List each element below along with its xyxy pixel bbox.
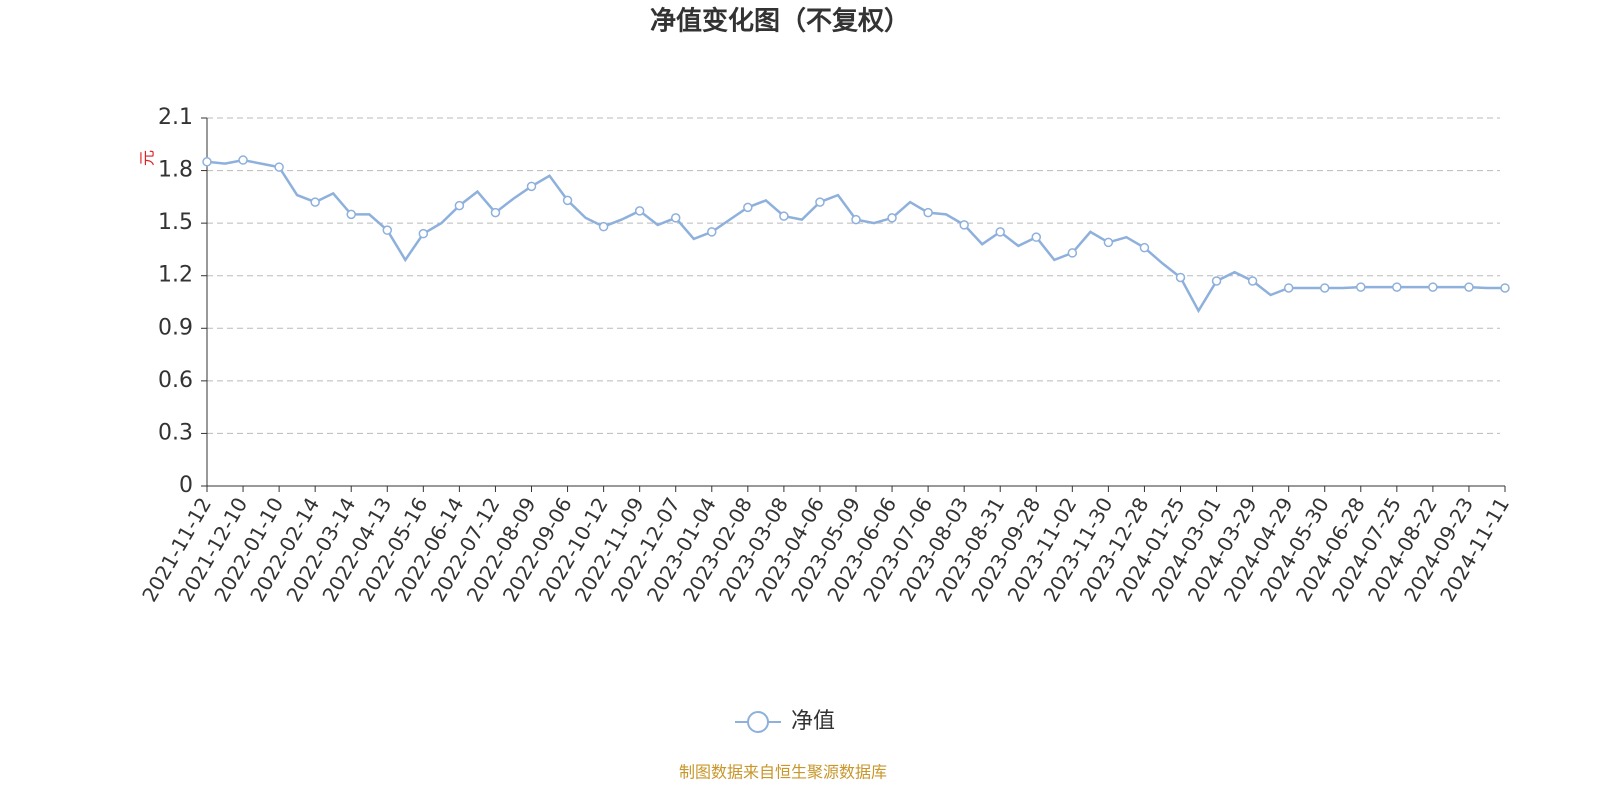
point bbox=[1283, 283, 1294, 293]
point bbox=[1175, 272, 1186, 283]
point bbox=[1319, 283, 1330, 293]
point bbox=[1247, 276, 1258, 286]
point bbox=[1103, 237, 1114, 248]
y-tick-label: 1.5 bbox=[158, 210, 193, 235]
point bbox=[887, 213, 897, 223]
point bbox=[310, 197, 320, 207]
point bbox=[526, 181, 537, 192]
point bbox=[995, 227, 1005, 237]
point bbox=[238, 155, 248, 165]
point bbox=[202, 157, 212, 167]
legend-marker bbox=[747, 711, 769, 733]
point bbox=[743, 202, 753, 213]
point bbox=[1464, 282, 1474, 292]
source-note: 制图数据来自恒生聚源数据库 bbox=[679, 763, 887, 782]
y-tick-label: 0.6 bbox=[158, 368, 193, 393]
point bbox=[1139, 242, 1150, 253]
point bbox=[1031, 232, 1042, 242]
point bbox=[382, 225, 393, 235]
y-tick-label: 2.1 bbox=[158, 105, 193, 130]
point bbox=[670, 213, 681, 223]
point bbox=[707, 227, 717, 237]
y-tick-label: 0.9 bbox=[158, 315, 193, 340]
y-tick-label: 0.3 bbox=[158, 420, 193, 445]
chart-title: 净值变化图（不复权） bbox=[650, 6, 910, 37]
line bbox=[206, 158, 1505, 314]
point bbox=[1067, 248, 1078, 258]
point bbox=[851, 214, 861, 225]
point bbox=[1356, 282, 1366, 292]
point bbox=[562, 195, 573, 206]
point bbox=[418, 228, 429, 239]
point bbox=[815, 197, 825, 207]
point bbox=[490, 207, 501, 218]
point bbox=[454, 200, 465, 211]
point bbox=[1392, 282, 1402, 292]
y-tick-label: 1.8 bbox=[158, 158, 193, 183]
point bbox=[923, 207, 933, 218]
point bbox=[634, 206, 645, 216]
point bbox=[1211, 276, 1222, 286]
legend-label: 净值 bbox=[791, 709, 835, 734]
point bbox=[346, 209, 356, 220]
point bbox=[598, 221, 609, 232]
point bbox=[1500, 283, 1510, 293]
point bbox=[779, 211, 789, 221]
point bbox=[1428, 282, 1438, 292]
y-axis-label: 元 bbox=[138, 150, 157, 166]
y-tick-label: 1.2 bbox=[158, 263, 193, 288]
point bbox=[274, 162, 284, 172]
y-tick-label: 0 bbox=[179, 473, 193, 498]
point bbox=[959, 220, 969, 230]
